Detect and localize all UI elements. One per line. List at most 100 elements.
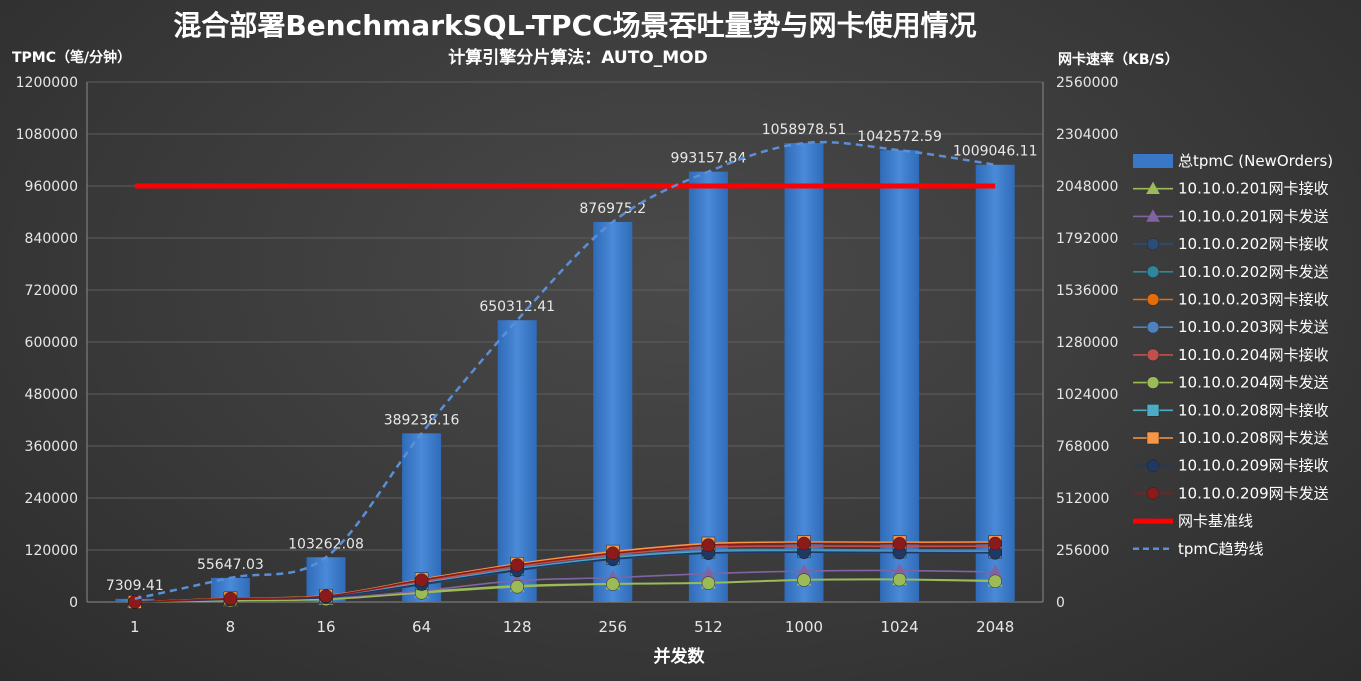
y-tick-label: 840000 bbox=[25, 231, 78, 247]
legend-item: 10.10.0.208网卡发送 bbox=[1133, 429, 1329, 447]
x-tick-label: 64 bbox=[412, 618, 431, 636]
marker-square bbox=[1146, 431, 1160, 445]
line-series bbox=[127, 535, 1003, 609]
legend-label: 10.10.0.201网卡发送 bbox=[1178, 207, 1329, 225]
y2-tick-label: 2560000 bbox=[1056, 75, 1118, 91]
legend-item: 10.10.0.202网卡接收 bbox=[1133, 235, 1329, 253]
bar-value-label: 7309.41 bbox=[106, 578, 164, 594]
y2-tick-label: 1792000 bbox=[1056, 231, 1118, 247]
bar bbox=[880, 150, 920, 602]
legend-item: 10.10.0.201网卡接收 bbox=[1133, 180, 1329, 198]
y2-tick-label: 2048000 bbox=[1056, 179, 1118, 195]
marker-circle bbox=[1146, 376, 1160, 389]
x-tick-label: 1024 bbox=[881, 618, 919, 636]
legend-label: 10.10.0.204网卡发送 bbox=[1178, 374, 1329, 392]
bar-value-label: 993157.84 bbox=[671, 151, 747, 167]
legend-item: 10.10.0.203网卡发送 bbox=[1133, 318, 1329, 336]
x-tick-label: 1000 bbox=[785, 618, 823, 636]
legend-item: 网卡基准线 bbox=[1133, 512, 1253, 530]
y2-tick-label: 1280000 bbox=[1056, 335, 1118, 351]
x-tick-label: 128 bbox=[503, 618, 532, 636]
x-tick-label: 1 bbox=[130, 618, 140, 636]
legend-label: 10.10.0.203网卡发送 bbox=[1178, 318, 1329, 336]
y2-tick-label: 512000 bbox=[1056, 491, 1109, 507]
legend: 总tpmC (NewOrders) 10.10.0.201网卡接收 10.10.0.… bbox=[1133, 152, 1333, 558]
chart-subtitle: 计算引擎分片算法：AUTO_MOD bbox=[448, 47, 707, 68]
bar-value-label: 1009046.11 bbox=[953, 144, 1038, 160]
x-axis-label: 并发数 bbox=[654, 646, 706, 667]
series-line bbox=[134, 578, 996, 603]
legend-item: 10.10.0.209网卡发送 bbox=[1133, 484, 1329, 502]
legend-label: 10.10.0.208网卡发送 bbox=[1178, 429, 1329, 447]
bar bbox=[975, 164, 1015, 602]
marker-circle bbox=[1146, 265, 1160, 279]
legend-item: tpmC趋势线 bbox=[1133, 540, 1264, 558]
chart-title: 混合部署BenchmarkSQL-TPCC场景吞吐量势与网卡使用情况 bbox=[173, 9, 976, 42]
x-tick-label: 512 bbox=[694, 618, 723, 636]
y-tick-label: 0 bbox=[69, 595, 78, 611]
marker-circle bbox=[510, 558, 524, 572]
legend-label: 10.10.0.208网卡接收 bbox=[1178, 401, 1329, 419]
bar-value-label: 1058978.51 bbox=[762, 122, 847, 138]
legend-swatch bbox=[1133, 154, 1173, 168]
x-axis-ticks: 1 8 16 64 128 256 512 1000 1024 2048 bbox=[130, 618, 1014, 636]
y-tick-label: 1200000 bbox=[16, 75, 78, 91]
marker-circle bbox=[892, 572, 907, 587]
marker-circle bbox=[892, 536, 907, 551]
bar-value-label: 55647.03 bbox=[197, 557, 264, 573]
y-tick-label: 480000 bbox=[25, 387, 78, 403]
bar-value-label: 103262.08 bbox=[288, 536, 364, 552]
bar-value-label: 876975.2 bbox=[579, 201, 646, 217]
bar bbox=[497, 320, 537, 602]
x-tick-label: 16 bbox=[316, 618, 335, 636]
marker-circle bbox=[1146, 348, 1160, 362]
bar-value-label: 389238.16 bbox=[384, 412, 460, 428]
series-line bbox=[134, 542, 996, 603]
x-tick-label: 8 bbox=[226, 618, 236, 636]
y-tick-label: 240000 bbox=[25, 491, 78, 507]
legend-item: 10.10.0.208网卡接收 bbox=[1133, 401, 1329, 419]
marker-square bbox=[1146, 404, 1160, 417]
legend-item: 10.10.0.201网卡发送 bbox=[1133, 207, 1329, 225]
y-tick-label: 960000 bbox=[25, 179, 78, 195]
y-tick-label: 360000 bbox=[25, 439, 78, 455]
legend-item: 总tpmC (NewOrders) bbox=[1133, 152, 1333, 170]
legend-label: 10.10.0.209网卡接收 bbox=[1178, 457, 1329, 475]
legend-item: 10.10.0.204网卡接收 bbox=[1133, 346, 1329, 364]
marker-circle bbox=[1146, 487, 1160, 500]
bar bbox=[593, 221, 633, 602]
legend-label: 10.10.0.202网卡发送 bbox=[1178, 263, 1329, 281]
marker-circle bbox=[223, 591, 238, 606]
bar-series bbox=[115, 143, 1015, 603]
y2-axis-ticks: 0 256000 512000 768000 1024000 1280000 1536000… bbox=[1056, 75, 1118, 611]
marker-circle bbox=[606, 546, 620, 560]
bar bbox=[688, 171, 728, 603]
y2-tick-label: 768000 bbox=[1056, 439, 1109, 455]
bar-value-label: 650312.41 bbox=[479, 299, 555, 315]
legend-label: 10.10.0.202网卡接收 bbox=[1178, 235, 1329, 253]
legend-label: 10.10.0.209网卡发送 bbox=[1178, 484, 1329, 502]
marker-circle bbox=[701, 538, 716, 552]
y-tick-label: 600000 bbox=[25, 335, 78, 351]
legend-item: 10.10.0.204网卡发送 bbox=[1133, 374, 1329, 392]
marker-circle bbox=[414, 573, 429, 587]
y2-tick-label: 0 bbox=[1056, 595, 1065, 611]
trendline-group bbox=[134, 140, 996, 601]
marker-triangle bbox=[1146, 181, 1160, 194]
y2-axis-label: 网卡速率（KB/S） bbox=[1058, 51, 1179, 68]
bar-value-label: 1042572.59 bbox=[857, 129, 942, 145]
marker-circle bbox=[797, 573, 811, 587]
bar bbox=[784, 143, 824, 602]
legend-item: 10.10.0.202网卡发送 bbox=[1133, 263, 1329, 281]
marker-circle bbox=[510, 580, 524, 594]
marker-circle bbox=[606, 577, 620, 591]
y-tick-label: 1080000 bbox=[16, 127, 78, 143]
legend-item: 10.10.0.209网卡接收 bbox=[1133, 457, 1329, 475]
legend-label: tpmC趋势线 bbox=[1178, 540, 1264, 558]
marker-circle bbox=[1146, 293, 1160, 306]
marker-circle bbox=[1146, 320, 1160, 334]
series-line bbox=[134, 551, 996, 603]
y-axis-label: TPMC（笔/分钟） bbox=[12, 49, 131, 66]
trendline-path bbox=[134, 140, 996, 601]
